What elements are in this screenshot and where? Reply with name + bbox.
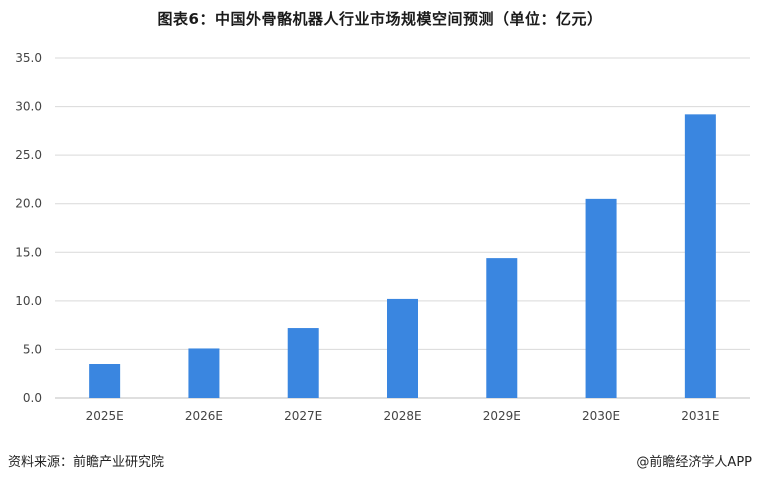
- source-note: 资料来源：前瞻产业研究院: [8, 455, 165, 470]
- y-tick-label: 20.0: [15, 197, 42, 211]
- chart-title: 图表6：中国外骨骼机器人行业市场规模空间预测（单位：亿元）: [157, 10, 603, 28]
- bar-2026E: [188, 348, 220, 398]
- x-tick-label: 2029E: [483, 409, 521, 423]
- bar-2029E: [486, 258, 518, 398]
- y-tick-label: 0.0: [23, 391, 42, 405]
- bar-2025E: [89, 364, 121, 398]
- credit-note: @前瞻经济学人APP: [636, 455, 752, 470]
- bar-2031E: [684, 114, 716, 398]
- x-tick-label: 2031E: [681, 409, 719, 423]
- bar-2027E: [287, 328, 319, 398]
- y-tick-label: 35.0: [15, 51, 42, 65]
- y-tick-label: 15.0: [15, 245, 42, 259]
- x-axis-ticks: 2025E 2026E 2027E 2028E 2029E 2030E 2031E: [86, 409, 720, 423]
- x-tick-label: 2025E: [86, 409, 124, 423]
- bar-2030E: [585, 198, 617, 398]
- y-tick-label: 25.0: [15, 148, 42, 162]
- y-tick-label: 5.0: [23, 342, 42, 356]
- y-tick-label: 30.0: [15, 100, 42, 114]
- x-tick-label: 2030E: [582, 409, 620, 423]
- x-tick-label: 2026E: [185, 409, 223, 423]
- bars: [89, 114, 716, 398]
- bar-2028E: [387, 298, 418, 398]
- y-axis-ticks: 0.0 5.0 10.0 15.0 20.0 25.0 30.0 35.0: [15, 51, 42, 405]
- x-tick-label: 2028E: [383, 409, 421, 423]
- x-tick-label: 2027E: [284, 409, 322, 423]
- y-tick-label: 10.0: [15, 294, 42, 308]
